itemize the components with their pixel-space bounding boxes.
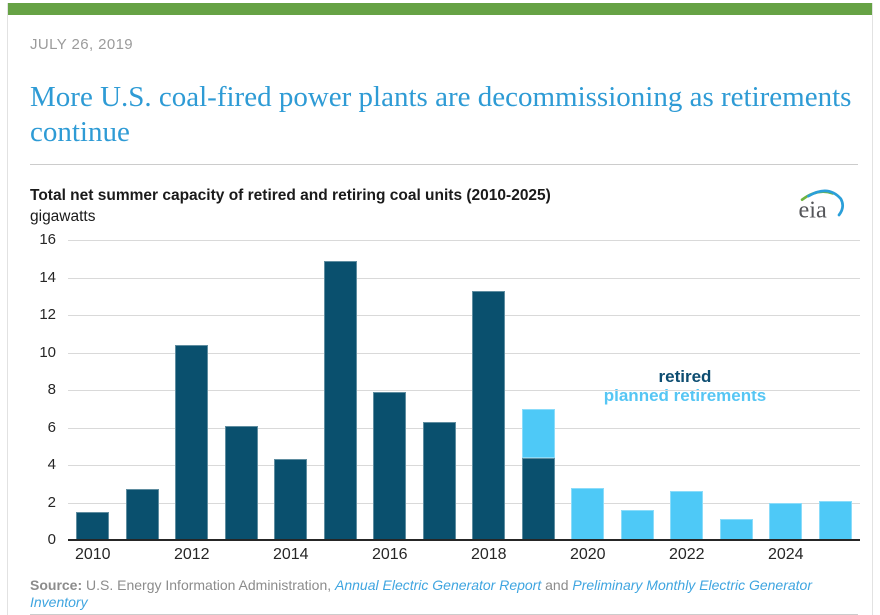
top-accent-bar: [8, 3, 872, 15]
bar-2022-planned: [670, 491, 704, 540]
y-tick-label-6: 6: [47, 418, 56, 436]
title-divider: [30, 164, 858, 165]
y-tick-label-14: 14: [39, 268, 56, 286]
bar-2018-retired: [472, 290, 506, 540]
gridline-y-8: [68, 390, 860, 391]
bar-2024-planned: [769, 502, 803, 540]
x-tick-label-2022: 2022: [668, 546, 705, 563]
bar-2025-planned: [818, 500, 852, 540]
gridline-y-14: [68, 277, 860, 279]
y-tick-label-16: 16: [39, 231, 56, 248]
bar-2023-planned: [719, 519, 753, 540]
eia-logo-blue-swoosh: [807, 189, 845, 217]
source-text-administration: U.S. Energy Information Administration,: [86, 577, 336, 593]
gridline-y-12: [68, 315, 860, 316]
bar-chart: retired planned retirements 0 2 4 6 8 10 12 14 1…: [30, 231, 860, 567]
x-tick-label-2014: 2014: [272, 546, 309, 563]
bar-2021-planned: [620, 510, 654, 540]
source-link-annual-electric-generator-report[interactable]: Annual Electric Generator Report: [335, 577, 542, 593]
eia-logo-text: eia: [799, 197, 828, 224]
gridline-y-10: [68, 352, 860, 354]
source-link-preliminary-monthly-inventory[interactable]: Preliminary Monthly Electric Generator I…: [30, 577, 816, 610]
article-card: JULY 26, 2019 More U.S. coal-fired power…: [7, 3, 873, 615]
source-text-and: and: [541, 577, 573, 593]
chart-unit-label: gigawatts: [30, 208, 96, 225]
chart-legend: retired planned retirements: [560, 367, 810, 405]
chart-header: Total net summer capacity of retired and…: [30, 185, 858, 227]
x-tick-label-2010: 2010: [74, 546, 111, 563]
y-tick-label-2: 2: [47, 493, 56, 511]
x-tick-label-2020: 2020: [569, 546, 606, 563]
article-date: JULY 26, 2019: [30, 36, 134, 53]
gridline-y-4: [68, 465, 860, 466]
legend-label-planned-retirements: planned retirements: [603, 386, 767, 405]
bar-2015-retired: [323, 260, 357, 540]
article-content: JULY 26, 2019 More U.S. coal-fired power…: [8, 36, 872, 615]
y-tick-label-0: 0: [47, 531, 56, 548]
bar-2016-retired: [373, 391, 407, 540]
legend-label-retired: retired: [658, 367, 712, 386]
bar-2020-planned: [571, 487, 605, 540]
bar-2010-retired: [76, 511, 110, 540]
y-tick-label-10: 10: [39, 343, 56, 361]
gridline-y-16: [68, 240, 860, 241]
x-tick-label-2016: 2016: [371, 546, 408, 563]
bar-2017-retired: [422, 421, 456, 540]
y-tick-label-4: 4: [47, 456, 56, 473]
y-tick-label-8: 8: [47, 381, 56, 398]
x-tick-label-2024: 2024: [767, 546, 804, 563]
bar-2019-planned: [521, 408, 555, 458]
x-axis-line: [68, 539, 860, 541]
source-label: Source:: [30, 577, 87, 593]
page-title: More U.S. coal-fired power plants are de…: [30, 81, 852, 148]
bar-2019-retired: [521, 457, 555, 540]
y-tick-label-12: 12: [39, 306, 56, 323]
bar-2011-retired: [125, 489, 159, 540]
bar-2014-retired: [274, 459, 308, 540]
x-tick-label-2012: 2012: [173, 546, 210, 563]
x-tick-label-2018: 2018: [470, 546, 507, 563]
source-line: Source: U.S. Energy Information Administ…: [30, 577, 858, 611]
eia-logo: eia: [799, 189, 845, 224]
bar-2013-retired: [224, 425, 258, 540]
gridline-y-2: [68, 502, 860, 504]
gridline-y-6: [68, 427, 860, 429]
bar-2012-retired: [175, 345, 209, 540]
chart-title: Total net summer capacity of retired and…: [30, 187, 551, 204]
